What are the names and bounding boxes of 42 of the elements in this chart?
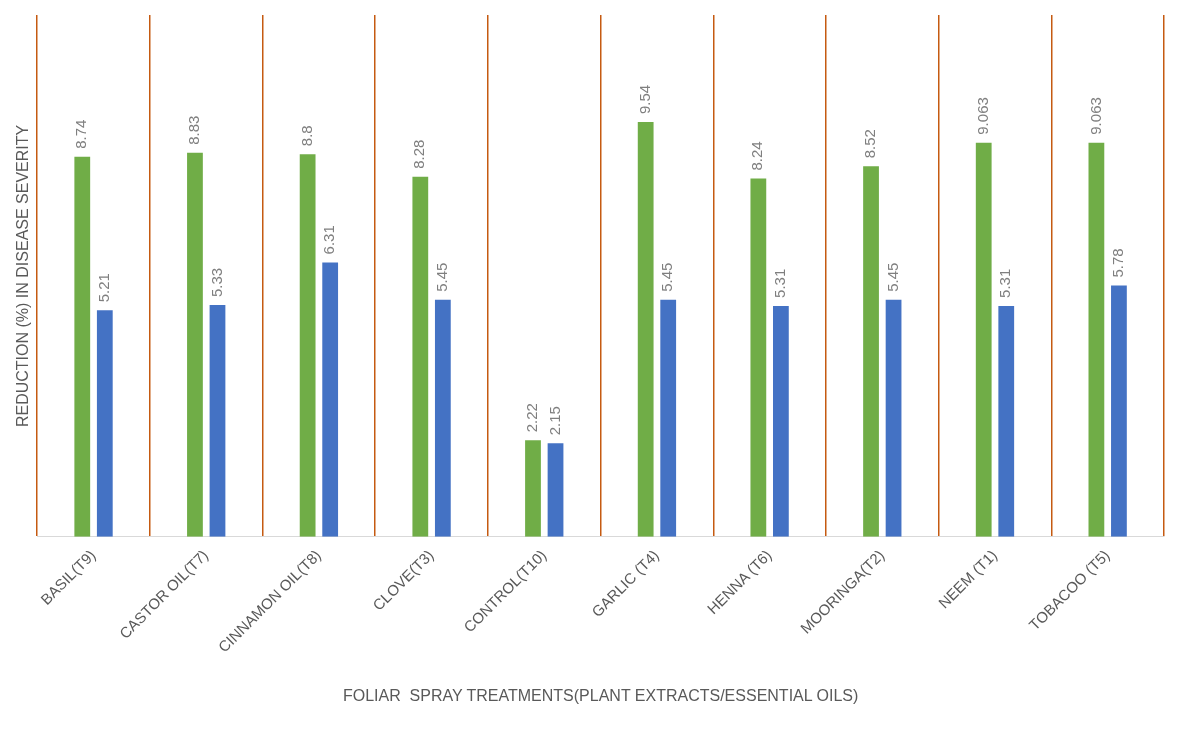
data-label: 5.45 (432, 262, 450, 292)
bar (547, 443, 564, 537)
data-label: 5.31 (996, 268, 1014, 298)
data-label: 5.45 (658, 262, 676, 292)
bar (1088, 142, 1105, 537)
data-label: 8.24 (748, 141, 766, 171)
bar (96, 310, 113, 537)
bar (637, 121, 654, 537)
bar (1111, 285, 1127, 537)
data-label: 5.21 (94, 273, 112, 303)
bar (773, 305, 789, 537)
data-label: 5.33 (207, 267, 225, 298)
data-label: 2.22 (523, 403, 541, 433)
bar (885, 299, 902, 537)
data-label: 9.063 (1086, 97, 1104, 135)
data-label: 9.54 (635, 84, 653, 114)
bar (750, 178, 767, 537)
bar (209, 305, 226, 537)
bar (299, 154, 316, 537)
data-label: 8.52 (861, 129, 879, 159)
data-label: 8.74 (72, 119, 90, 149)
data-label: 5.78 (1109, 248, 1127, 278)
bar (434, 299, 451, 537)
bar (412, 176, 429, 537)
bar (187, 152, 203, 537)
data-label: 6.31 (320, 225, 338, 255)
bar (322, 262, 339, 537)
data-label: 9.063 (973, 97, 991, 135)
data-label: 5.31 (771, 268, 789, 298)
x-axis-title: FOLIAR SPRAY TREATMENTS(PLANT EXTRACTS/ESSENTIAL OILS) (342, 686, 859, 704)
data-label: 8.8 (297, 125, 315, 147)
data-label: 5.45 (883, 262, 901, 292)
bar (660, 299, 677, 537)
y-axis-title: REDUCTION (%) IN DISEASE SEVERITY (14, 124, 32, 428)
bar (525, 440, 541, 537)
bar (863, 166, 879, 537)
bar (975, 142, 992, 537)
bar (998, 305, 1015, 537)
data-label: 8.28 (410, 139, 428, 169)
data-label: 2.15 (545, 406, 563, 436)
bar (74, 156, 91, 537)
data-label: 8.83 (185, 115, 203, 145)
